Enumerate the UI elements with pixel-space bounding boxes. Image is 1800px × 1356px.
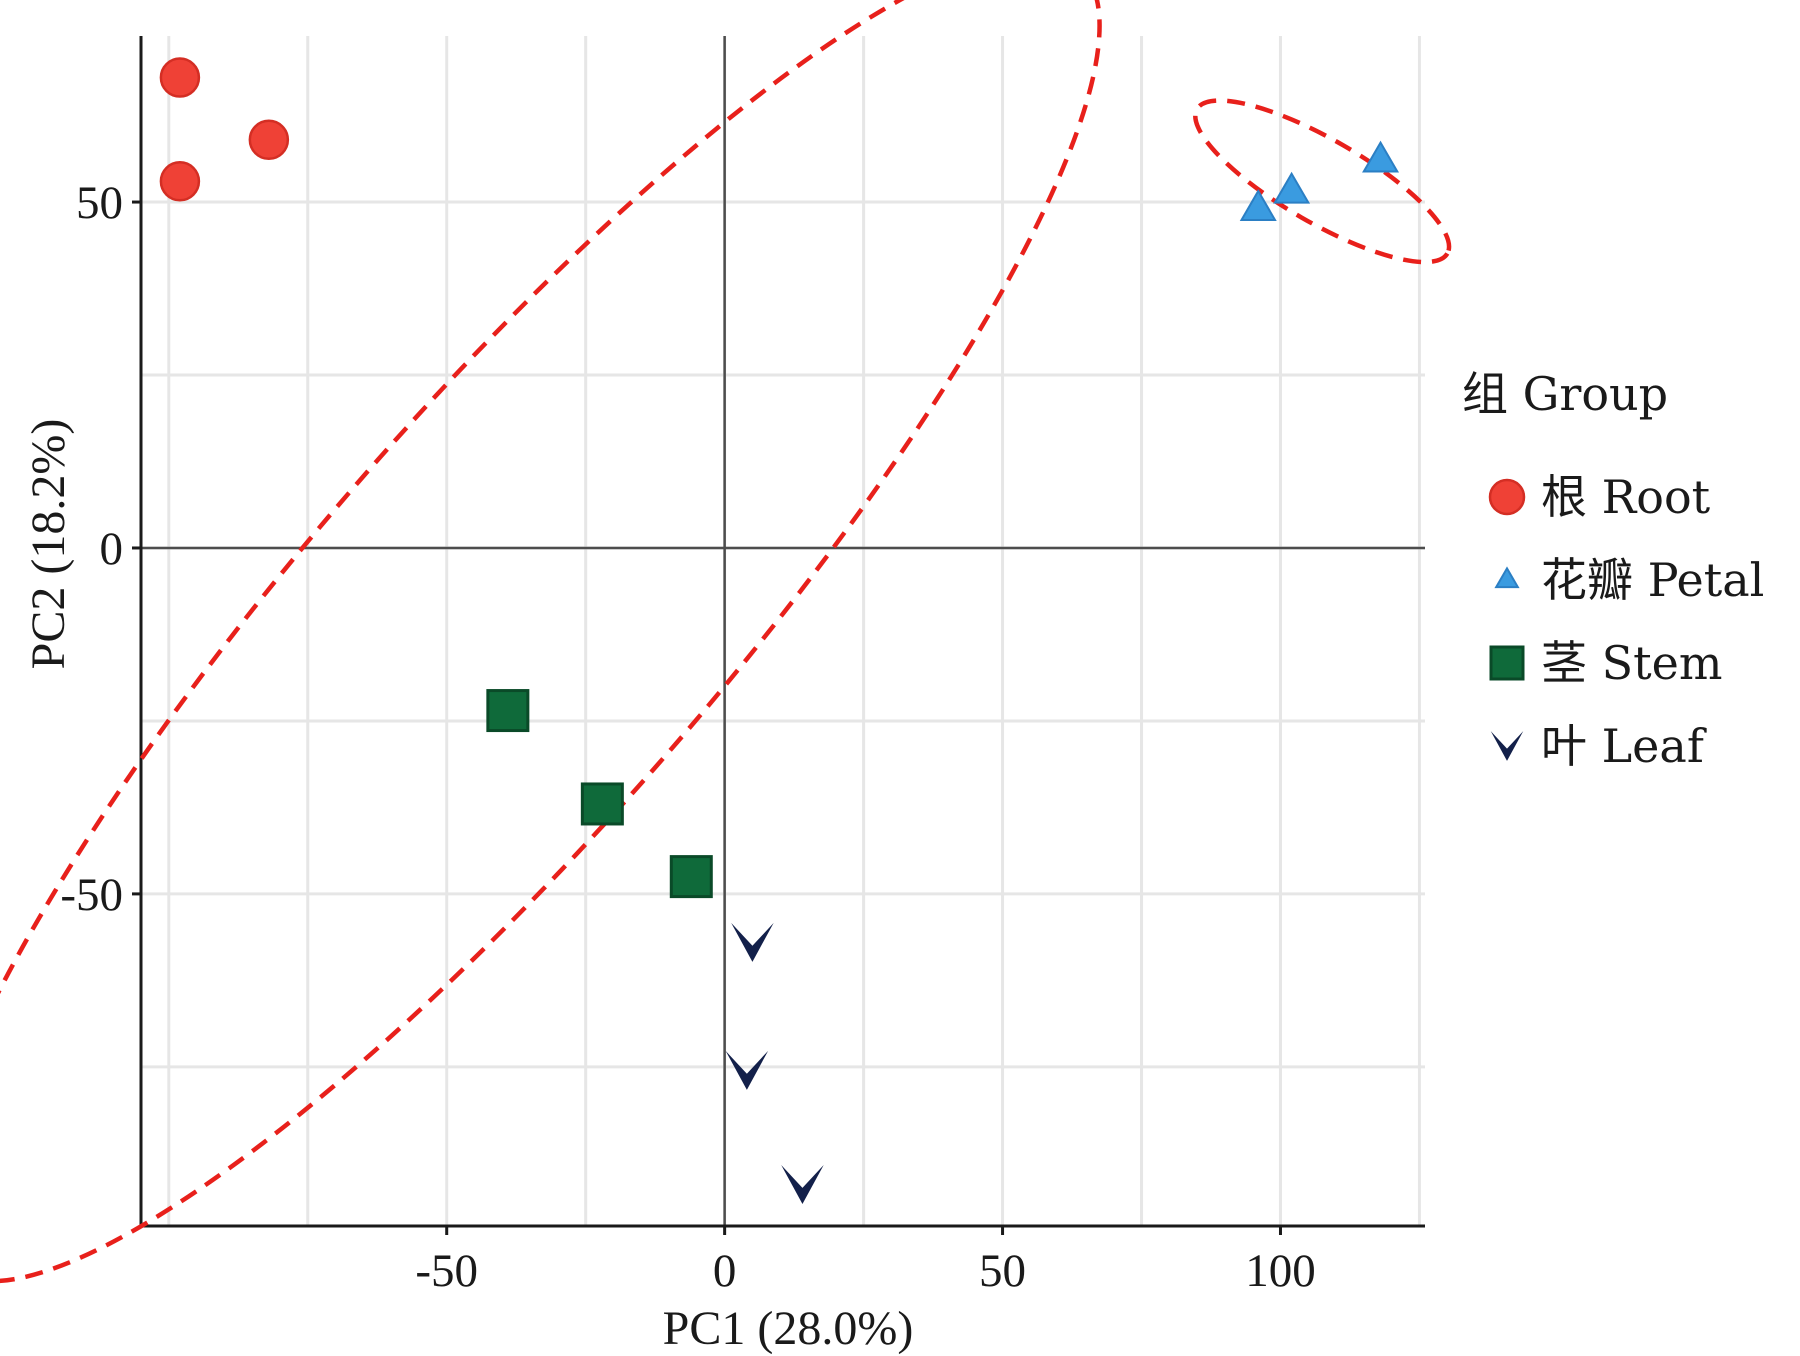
data-point-leaf — [1490, 731, 1524, 761]
x-tick-label: 100 — [1245, 1245, 1316, 1297]
data-point-stem — [580, 782, 624, 826]
confidence-ellipse — [1193, 98, 1452, 265]
data-point-leaf — [725, 1050, 769, 1090]
x-tick-label: 50 — [979, 1245, 1026, 1297]
legend-title: 组 Group — [1462, 367, 1668, 421]
data-point-leaf — [731, 922, 774, 962]
data-point-root — [159, 57, 201, 98]
y-tick-label: 50 — [76, 177, 123, 229]
axes — [132, 36, 1425, 1235]
data-point-leaf — [781, 1164, 824, 1204]
y-tick-label: 0 — [100, 523, 124, 575]
data-point-root — [159, 161, 201, 202]
zero-lines — [141, 36, 1425, 1226]
x-tick-label: 0 — [713, 1245, 737, 1297]
legend-item-label: 叶 Leaf — [1541, 719, 1707, 773]
data-point-root — [1488, 478, 1526, 516]
data-point-stem — [1489, 645, 1525, 681]
legend-item-label: 花瓣 Petal — [1541, 553, 1764, 607]
legend-item-label: 茎 Stem — [1541, 636, 1722, 690]
data-point-petal — [1273, 171, 1311, 204]
y-axis-title: PC2 (18.2%) — [22, 419, 75, 670]
tick-labels: -50 0 50 100 -50 0 50 — [60, 177, 1315, 1297]
legend: 组 Group 根 Root 花瓣 Petal 茎 Stem 叶 Leaf — [1462, 367, 1764, 773]
data-point-stem — [669, 855, 713, 899]
confidence-ellipses — [0, 0, 1452, 1284]
grid-lines — [141, 36, 1425, 1226]
legend-items: 根 Root 花瓣 Petal 茎 Stem 叶 Leaf — [1488, 470, 1764, 773]
data-point-stem — [486, 689, 530, 733]
y-tick-label: -50 — [60, 869, 123, 921]
data-point-petal — [1362, 140, 1400, 173]
x-axis-title: PC1 (28.0%) — [663, 1302, 914, 1355]
confidence-ellipse — [0, 0, 1102, 1284]
data-point-petal — [1239, 189, 1277, 221]
legend-item-label: 根 Root — [1541, 470, 1711, 524]
data-point-petal — [1494, 566, 1520, 589]
data-points — [159, 57, 1400, 1204]
data-point-root — [248, 119, 290, 161]
x-tick-label: -50 — [415, 1245, 478, 1297]
